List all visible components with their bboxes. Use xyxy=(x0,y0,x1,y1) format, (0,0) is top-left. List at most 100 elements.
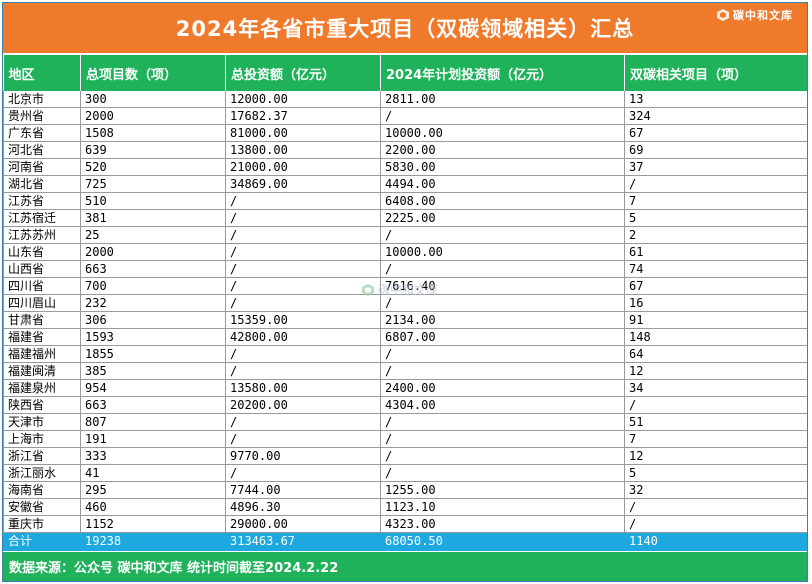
logo-text: 碳中和文库 xyxy=(733,9,793,22)
table-cell: 663 xyxy=(80,260,226,278)
table-cell: 陕西省 xyxy=(3,396,81,414)
table-cell: 7744.00 xyxy=(225,481,381,499)
table-cell: / xyxy=(624,175,807,193)
table-row: 福建福州 1855//64 xyxy=(3,345,807,363)
table-cell: / xyxy=(225,209,381,227)
table-cell: 67 xyxy=(624,124,807,142)
table-cell: 381 xyxy=(80,209,226,227)
table-cell: 2225.00 xyxy=(380,209,625,227)
table-cell: 福建泉州 xyxy=(3,379,81,397)
table-cell: 6807.00 xyxy=(380,328,625,346)
table-cell: 51 xyxy=(624,413,807,431)
table-cell: 2400.00 xyxy=(380,379,625,397)
table-cell: / xyxy=(225,362,381,380)
source-text: 数据来源：公众号 碳中和文库 统计时间截至2024.2.22 xyxy=(9,561,339,576)
table-cell: 6408.00 xyxy=(380,192,625,210)
table-cell: / xyxy=(380,107,625,125)
table-cell: 81000.00 xyxy=(225,124,381,142)
table-cell: 2000 xyxy=(80,243,226,261)
projects-table: 地区 总项目数（项） 总投资额（亿元） 2024年计划投资额（亿元） 双碳相关项目（项）… xyxy=(3,55,807,551)
table-cell: 4304.00 xyxy=(380,396,625,414)
table-cell: 333 xyxy=(80,447,226,465)
table-row: 广东省 1508 81000.00 10000.00 67 xyxy=(3,124,807,142)
table-cell: 天津市 xyxy=(3,413,81,431)
column-header: 2024年计划投资额（亿元） xyxy=(380,55,625,91)
table-cell: 34869.00 xyxy=(225,175,381,193)
table-cell: 13800.00 xyxy=(225,141,381,159)
page-title: 2024年各省市重大项目（双碳领域相关）汇总 xyxy=(175,17,635,41)
table-cell: 浙江省 xyxy=(3,447,81,465)
table-cell: 42800.00 xyxy=(225,328,381,346)
table-cell: 1593 xyxy=(80,328,226,346)
table-row: 海南省 295 7744.00 1255.00 32 xyxy=(3,481,807,499)
table-cell: 2200.00 xyxy=(380,141,625,159)
table-cell: / xyxy=(225,464,381,482)
table-cell: 福建省 xyxy=(3,328,81,346)
logo: 碳中和文库 xyxy=(716,7,793,23)
table-cell: 贵州省 xyxy=(3,107,81,125)
column-header: 总项目数（项） xyxy=(80,55,226,91)
table-cell: 安徽省 xyxy=(3,498,81,516)
logo-icon xyxy=(717,9,729,21)
table-cell: 7 xyxy=(624,192,807,210)
table-cell: 甘肃省 xyxy=(3,311,81,329)
table-cell: 广东省 xyxy=(3,124,81,142)
table-cell: 306 xyxy=(80,311,226,329)
table-row: 河南省 520 21000.00 5830.00 37 xyxy=(3,158,807,176)
table-cell: 37 xyxy=(624,158,807,176)
table-cell: 191 xyxy=(80,430,226,448)
table-cell: 32 xyxy=(624,481,807,499)
table-cell: 海南省 xyxy=(3,481,81,499)
total-row: 合计 19238 313463.67 68050.50 1140 xyxy=(3,532,807,551)
table-row: 江苏省 510/6408.00 7 xyxy=(3,192,807,210)
table-row: 甘肃省 306 15359.00 2134.00 91 xyxy=(3,311,807,329)
table-row: 山西省 663//74 xyxy=(3,260,807,278)
table-cell: 16 xyxy=(624,294,807,312)
table-cell: 4896.30 xyxy=(225,498,381,516)
table-cell: 四川眉山 xyxy=(3,294,81,312)
title-bar: 2024年各省市重大项目（双碳领域相关）汇总 碳中和文库 xyxy=(3,3,807,53)
table-cell: 12 xyxy=(624,447,807,465)
table-cell: 1152 xyxy=(80,515,226,533)
table-cell: 64 xyxy=(624,345,807,363)
table-cell: 21000.00 xyxy=(225,158,381,176)
total-cell: 合计 xyxy=(3,532,81,551)
table-cell: 520 xyxy=(80,158,226,176)
column-header: 总投资额（亿元） xyxy=(225,55,381,91)
total-cell: 1140 xyxy=(624,532,807,551)
table-cell: / xyxy=(380,260,625,278)
total-cell: 313463.67 xyxy=(225,532,381,551)
table-cell: 232 xyxy=(80,294,226,312)
table-row: 湖北省 725 34869.00 4494.00/ xyxy=(3,175,807,193)
table-cell: / xyxy=(624,498,807,516)
table-cell: / xyxy=(624,515,807,533)
table-row: 上海市 191//7 xyxy=(3,430,807,448)
table-cell: / xyxy=(225,294,381,312)
table-cell: 460 xyxy=(80,498,226,516)
table-body: 北京市 300 12000.00 2811.00 13 贵州省 2000 17682.37/3… xyxy=(3,91,807,551)
table-row: 安徽省 460 4896.30 1123.10/ xyxy=(3,498,807,516)
table-cell: 148 xyxy=(624,328,807,346)
table-cell: 20200.00 xyxy=(225,396,381,414)
table-cell: 69 xyxy=(624,141,807,159)
table-cell: / xyxy=(225,192,381,210)
source-footer: 数据来源：公众号 碳中和文库 统计时间截至2024.2.22 xyxy=(3,552,807,581)
table-cell: 河南省 xyxy=(3,158,81,176)
table-row: 山东省 2000/10000.00 61 xyxy=(3,243,807,261)
table-cell: / xyxy=(380,464,625,482)
table-row: 重庆市 1152 29000.00 4323.00/ xyxy=(3,515,807,533)
table-cell: 1508 xyxy=(80,124,226,142)
table-row: 陕西省 663 20200.00 4304.00/ xyxy=(3,396,807,414)
table-cell: 山东省 xyxy=(3,243,81,261)
table-cell: 12000.00 xyxy=(225,91,381,108)
table-cell: 5830.00 xyxy=(380,158,625,176)
table-cell: 9770.00 xyxy=(225,447,381,465)
table-cell: 385 xyxy=(80,362,226,380)
table-cell: 江苏省 xyxy=(3,192,81,210)
table-cell: / xyxy=(225,260,381,278)
table-cell: / xyxy=(380,447,625,465)
table-cell: 74 xyxy=(624,260,807,278)
table-row: 江苏宿迁 381/2225.00 5 xyxy=(3,209,807,227)
table-cell: 2811.00 xyxy=(380,91,625,108)
table-cell: 700 xyxy=(80,277,226,295)
